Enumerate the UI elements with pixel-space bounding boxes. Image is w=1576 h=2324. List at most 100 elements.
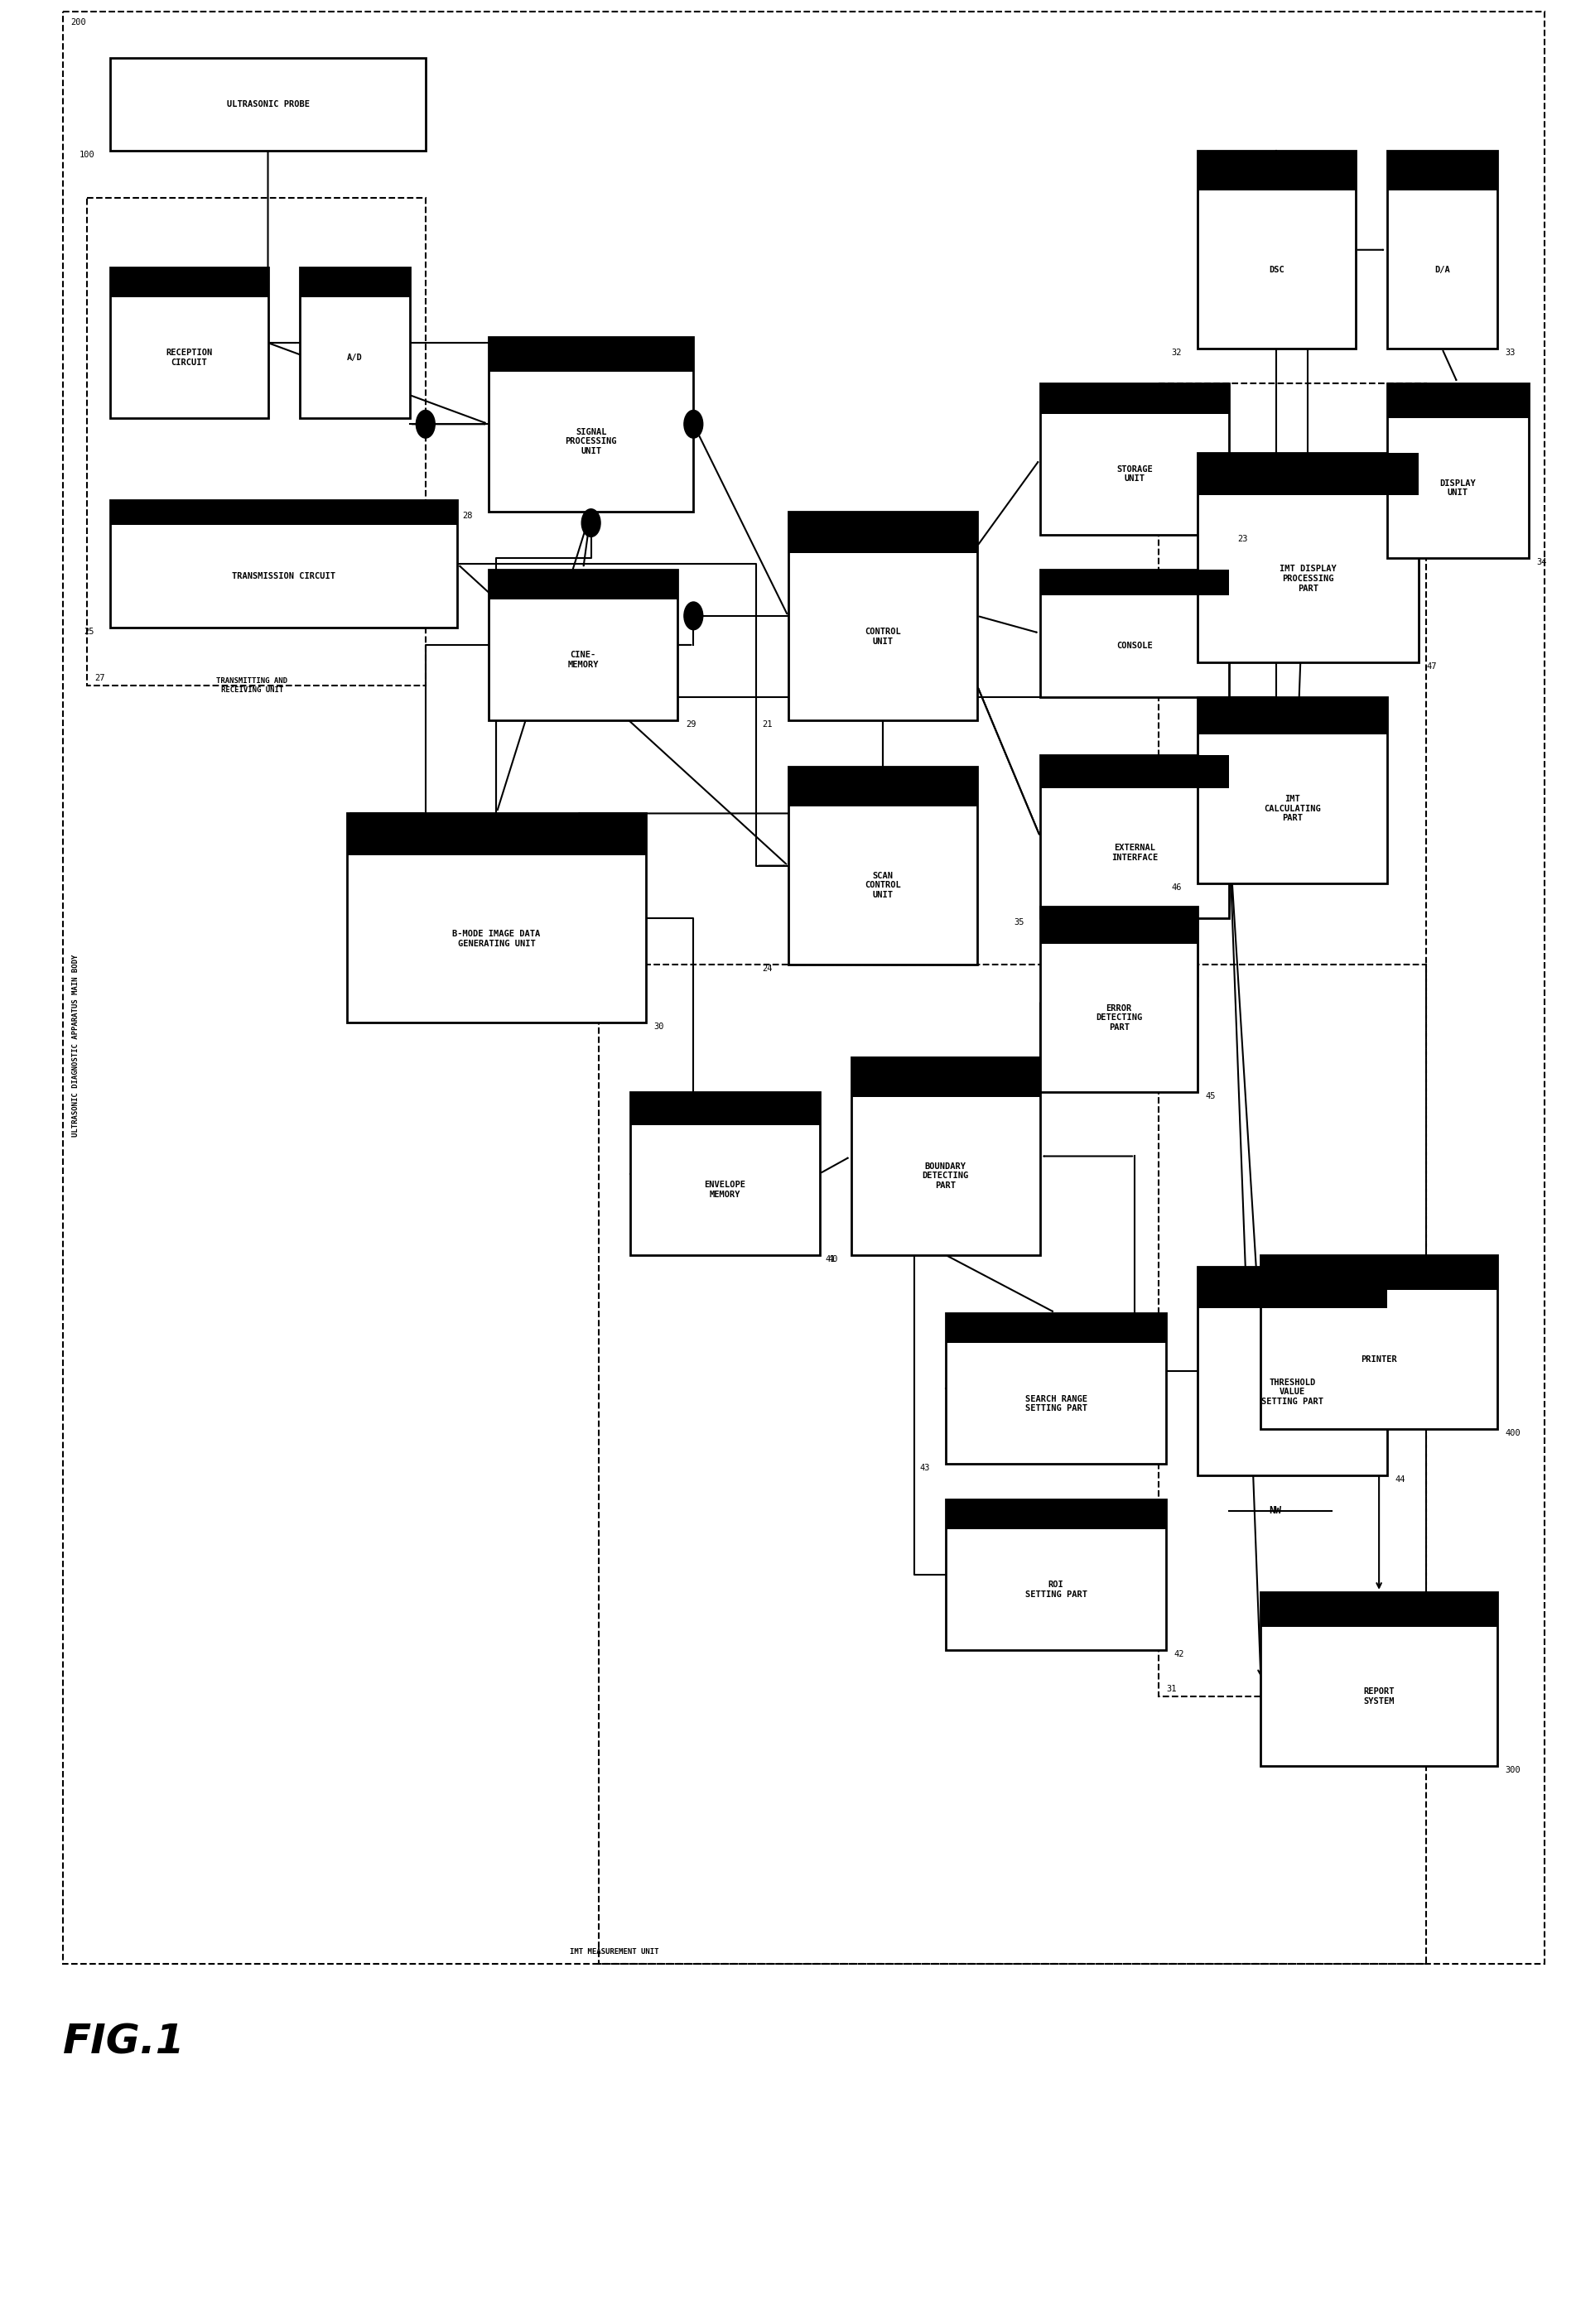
Circle shape xyxy=(684,409,703,439)
Text: 28: 28 xyxy=(462,511,473,521)
Bar xyxy=(87,198,426,686)
Text: RECEPTION
CIRCUIT: RECEPTION CIRCUIT xyxy=(165,349,213,367)
Circle shape xyxy=(416,409,435,439)
Text: SCAN
CONTROL
UNIT: SCAN CONTROL UNIT xyxy=(865,872,900,899)
Bar xyxy=(110,500,457,627)
Bar xyxy=(630,1092,820,1255)
Bar xyxy=(630,1092,820,1125)
Bar xyxy=(1040,383,1229,414)
Bar xyxy=(1198,453,1418,662)
Bar xyxy=(788,511,977,553)
Text: SEARCH RANGE
SETTING PART: SEARCH RANGE SETTING PART xyxy=(1024,1394,1087,1413)
Bar xyxy=(489,337,693,511)
Bar xyxy=(110,500,457,525)
Text: 43: 43 xyxy=(919,1464,930,1473)
Bar xyxy=(946,1313,1166,1343)
Text: CONTROL
UNIT: CONTROL UNIT xyxy=(865,627,900,646)
Bar xyxy=(110,267,268,297)
Text: 33: 33 xyxy=(1505,349,1516,358)
Text: D/A: D/A xyxy=(1434,265,1450,274)
Bar xyxy=(1040,569,1229,595)
Text: 32: 32 xyxy=(1171,349,1182,358)
Text: ENVELOPE
MEMORY: ENVELOPE MEMORY xyxy=(704,1181,745,1199)
Text: 200: 200 xyxy=(71,19,87,28)
Text: 29: 29 xyxy=(686,720,697,730)
Text: 47: 47 xyxy=(1426,662,1437,672)
Text: 34: 34 xyxy=(1537,558,1548,567)
Bar xyxy=(489,337,693,372)
Bar xyxy=(1387,151,1497,191)
Bar xyxy=(788,511,977,720)
Text: ULTRASONIC DIAGNOSTIC APPARATUS MAIN BODY: ULTRASONIC DIAGNOSTIC APPARATUS MAIN BOD… xyxy=(72,955,79,1136)
Bar xyxy=(946,1499,1166,1529)
Bar xyxy=(299,267,410,297)
Bar xyxy=(1261,1255,1497,1429)
Bar xyxy=(1040,569,1229,697)
Text: THRESHOLD
VALUE
SETTING PART: THRESHOLD VALUE SETTING PART xyxy=(1261,1378,1324,1406)
Bar xyxy=(1198,151,1355,191)
Text: ERROR
DETECTING
PART: ERROR DETECTING PART xyxy=(1095,1004,1143,1032)
Bar xyxy=(63,12,1544,1964)
Bar xyxy=(1040,383,1229,535)
Text: 31: 31 xyxy=(1166,1685,1177,1694)
Bar xyxy=(110,267,268,418)
Bar xyxy=(1198,697,1387,734)
Text: B-MODE IMAGE DATA
GENERATING UNIT: B-MODE IMAGE DATA GENERATING UNIT xyxy=(452,930,541,948)
Bar xyxy=(1261,1592,1497,1766)
Bar xyxy=(110,58,426,151)
Bar xyxy=(1387,383,1529,418)
Bar xyxy=(1040,906,1198,944)
Text: 46: 46 xyxy=(1171,883,1182,892)
Text: SIGNAL
PROCESSING
UNIT: SIGNAL PROCESSING UNIT xyxy=(566,428,616,456)
Bar xyxy=(489,569,678,600)
Text: TRANSMITTING AND
RECEIVING UNIT: TRANSMITTING AND RECEIVING UNIT xyxy=(216,679,288,693)
Text: A/D: A/D xyxy=(347,353,362,363)
Bar xyxy=(946,1499,1166,1650)
Circle shape xyxy=(582,509,600,537)
Text: 400: 400 xyxy=(1505,1429,1521,1439)
Bar xyxy=(1198,697,1387,883)
Text: 26: 26 xyxy=(418,418,429,428)
Bar xyxy=(1198,151,1355,349)
Text: 30: 30 xyxy=(654,1023,665,1032)
Bar xyxy=(1387,383,1529,558)
Bar xyxy=(1040,755,1229,788)
Text: CONSOLE: CONSOLE xyxy=(1117,641,1152,651)
Text: 35: 35 xyxy=(1013,918,1024,927)
Text: 41: 41 xyxy=(824,1255,835,1264)
Text: 21: 21 xyxy=(761,720,772,730)
Bar xyxy=(788,767,977,964)
Circle shape xyxy=(684,602,703,630)
Text: 25: 25 xyxy=(84,627,95,637)
Bar xyxy=(946,1313,1166,1464)
Bar xyxy=(1040,906,1198,1092)
Bar xyxy=(1198,1267,1387,1308)
Text: IMT
CALCULATING
PART: IMT CALCULATING PART xyxy=(1264,795,1321,823)
Bar xyxy=(1158,383,1426,1697)
Text: IMT MEASUREMENT UNIT: IMT MEASUREMENT UNIT xyxy=(571,1948,659,1957)
Bar xyxy=(347,813,646,855)
Text: STORAGE
UNIT: STORAGE UNIT xyxy=(1117,465,1152,483)
Text: 44: 44 xyxy=(1395,1476,1406,1485)
Text: 24: 24 xyxy=(761,964,772,974)
Text: PRINTER: PRINTER xyxy=(1362,1355,1396,1364)
Bar xyxy=(1198,453,1418,495)
Bar xyxy=(1387,151,1497,349)
Text: ULTRASONIC PROBE: ULTRASONIC PROBE xyxy=(227,100,309,109)
Text: ROI
SETTING PART: ROI SETTING PART xyxy=(1024,1580,1087,1599)
Text: 40: 40 xyxy=(827,1255,838,1264)
Text: 100: 100 xyxy=(79,151,95,160)
Bar xyxy=(1040,755,1229,918)
Text: CINE-
MEMORY: CINE- MEMORY xyxy=(567,651,599,669)
Text: 23: 23 xyxy=(1237,535,1248,544)
Text: DSC: DSC xyxy=(1269,265,1284,274)
Text: DISPLAY
UNIT: DISPLAY UNIT xyxy=(1440,479,1475,497)
Bar xyxy=(299,267,410,418)
Text: IMT DISPLAY
PROCESSING
PART: IMT DISPLAY PROCESSING PART xyxy=(1280,565,1336,593)
Bar xyxy=(1261,1255,1497,1290)
Bar xyxy=(1198,1267,1387,1476)
Text: 300: 300 xyxy=(1505,1766,1521,1776)
Bar xyxy=(1261,1592,1497,1627)
Text: EXTERNAL
INTERFACE: EXTERNAL INTERFACE xyxy=(1111,844,1158,862)
Text: 42: 42 xyxy=(1174,1650,1185,1659)
